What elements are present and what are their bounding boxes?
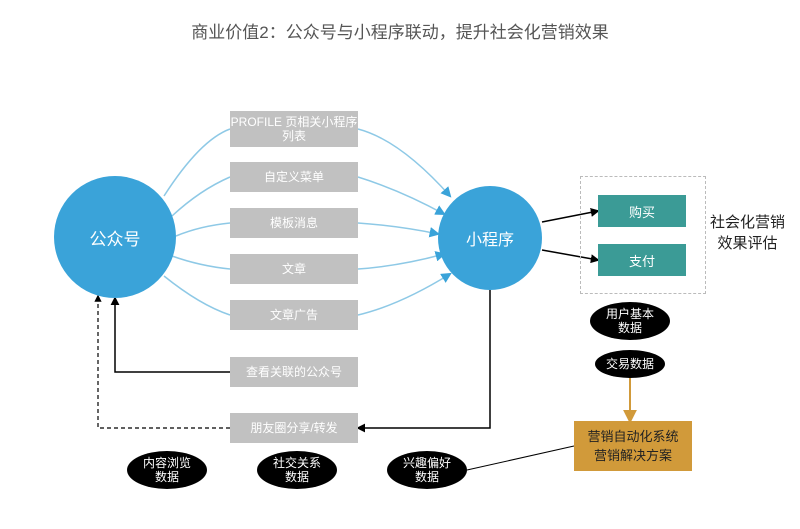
connector-label-1: 自定义菜单	[230, 162, 358, 192]
solution-box: 营销自动化系统营销解决方案	[574, 421, 692, 471]
connector-label-6: 朋友圈分享/转发	[230, 413, 358, 443]
data-pill-interest: 兴趣偏好数据	[387, 451, 467, 489]
connector-label-3: 文章	[230, 254, 358, 284]
data-pill-txn: 交易数据	[595, 350, 665, 378]
action-buy: 购买	[598, 195, 686, 227]
connector-label-5: 查看关联的公众号	[230, 357, 358, 387]
action-pay: 支付	[598, 244, 686, 276]
data-pill-social: 社交关系数据	[257, 451, 337, 489]
page-title: 商业价值2：公众号与小程序联动，提升社会化营销效果	[0, 18, 800, 43]
connector-label-2: 模板消息	[230, 208, 358, 238]
connector-label-4: 文章广告	[230, 300, 358, 330]
data-pill-browse: 内容浏览数据	[127, 451, 207, 489]
actions-panel	[580, 176, 706, 294]
evaluation-label: 社会化营销效果评估	[710, 212, 785, 254]
connector-label-0: PROFILE 页相关小程序列表	[230, 111, 358, 147]
node-public-account: 公众号	[54, 176, 176, 298]
node-mini-program: 小程序	[438, 186, 542, 290]
data-pill-user_basic: 用户基本数据	[590, 302, 670, 340]
